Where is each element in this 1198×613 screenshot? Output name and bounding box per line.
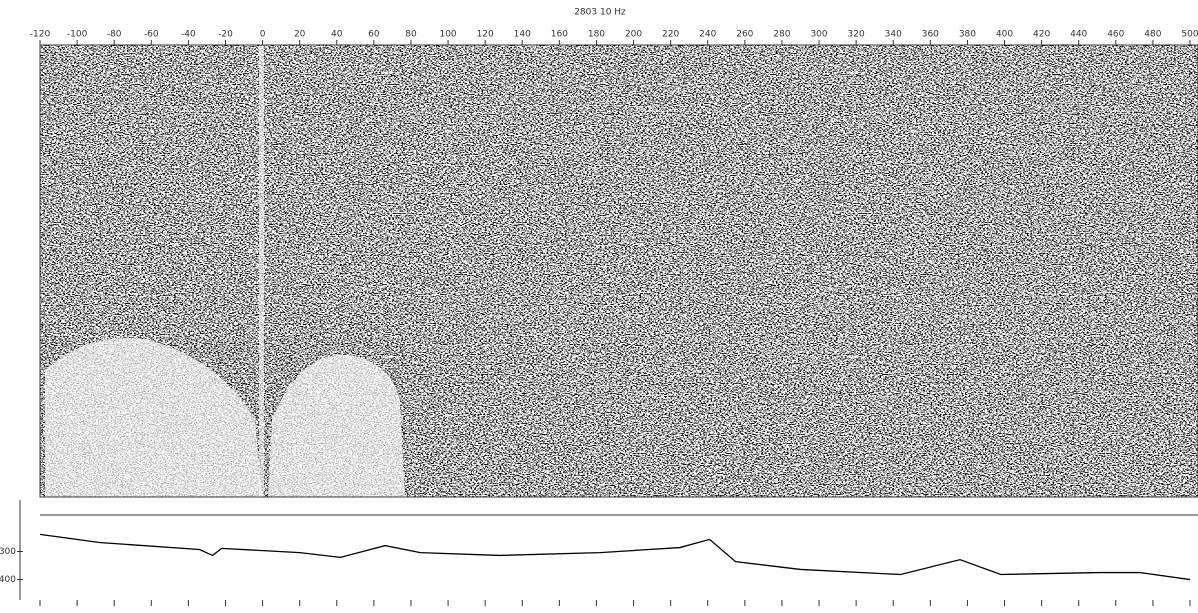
y-tick-label: 400 <box>0 575 16 585</box>
x-tick-label: -20 <box>218 30 233 40</box>
x-tick-label: 160 <box>551 30 568 40</box>
x-tick-label: 60 <box>368 30 380 40</box>
x-tick-label: 220 <box>662 30 679 40</box>
x-tick-label: 420 <box>1033 30 1050 40</box>
elevation-line <box>40 534 1190 579</box>
x-tick-label: 300 <box>810 30 827 40</box>
x-tick-label: -120 <box>30 30 51 40</box>
x-tick-label: 460 <box>1107 30 1124 40</box>
x-tick-label: -40 <box>181 30 196 40</box>
x-tick-label: 100 <box>439 30 456 40</box>
x-tick-label: 340 <box>885 30 902 40</box>
y-tick-label: 300 <box>0 547 16 557</box>
x-tick-label: -100 <box>67 30 88 40</box>
x-tick-label: 140 <box>514 30 531 40</box>
x-tick-label: -80 <box>107 30 122 40</box>
x-tick-label: 380 <box>959 30 976 40</box>
x-tick-label: 260 <box>736 30 753 40</box>
seismic-panel <box>40 45 1198 497</box>
x-tick-label: 480 <box>1144 30 1161 40</box>
x-tick-label: 360 <box>922 30 939 40</box>
x-tick-label: 180 <box>588 30 605 40</box>
x-tick-label: 120 <box>477 30 494 40</box>
x-tick-label: 320 <box>848 30 865 40</box>
x-tick-label: 280 <box>773 30 790 40</box>
chart: 2803 10 Hz -120 -100 -80 -60 -40 -20 0 20 40 60 80… <box>0 0 1198 613</box>
x-tick-label: -60 <box>144 30 159 40</box>
chart-title: 2803 10 Hz <box>574 8 626 18</box>
x-tick-label: 240 <box>699 30 716 40</box>
x-tick-label: 440 <box>1070 30 1087 40</box>
x-tick-label: 80 <box>405 30 417 40</box>
x-tick-label: 500 <box>1181 30 1198 40</box>
x-tick-label: 400 <box>996 30 1013 40</box>
x-tick-label: 40 <box>331 30 343 40</box>
zero-trace <box>259 45 264 497</box>
x-tick-label: 0 <box>260 30 266 40</box>
x-tick-label: 200 <box>625 30 642 40</box>
x-tick-label: 20 <box>294 30 306 40</box>
